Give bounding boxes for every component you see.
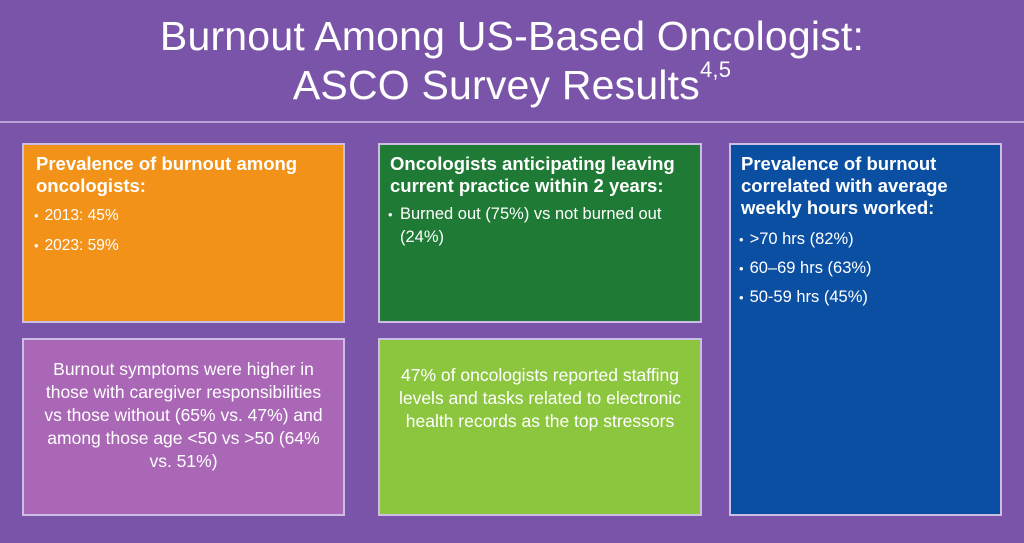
weekly-hours-heading: Prevalence of burnout correlated with av… [741,153,948,218]
list-item: • 60–69 hrs (63%) [739,254,990,283]
weekly-hours-list: • >70 hrs (82%) • 60–69 hrs (63%) • 50-59 h… [731,219,1000,312]
weekly-hours-box: Prevalence of burnout correlated with av… [729,143,1002,516]
leaving-practice-box: Oncologists anticipating leaving current… [378,143,702,323]
title-line-2: ASCO Survey Results [292,62,700,108]
caregiver-box: Burnout symptoms were higher in those wi… [22,338,345,516]
prevalence-box: Prevalence of burnout among oncologists:… [22,143,345,323]
leaving-practice-heading: Oncologists anticipating leaving current… [390,153,675,196]
stressors-box: 47% of oncologists reported staffing lev… [378,338,702,516]
list-item: • >70 hrs (82%) [739,225,990,254]
title-banner: Burnout Among US-Based Oncologist: ASCO S… [0,0,1024,122]
title-divider [0,121,1024,123]
bullet-icon: • [34,238,39,253]
bullet-icon: • [739,290,744,305]
caregiver-text: Burnout symptoms were higher in those wi… [44,359,323,471]
list-item: • 2023: 59% [34,231,331,261]
list-item-text: 2023: 59% [44,237,119,254]
bullet-icon: • [34,208,39,223]
list-item: • 2013: 45% [34,201,331,231]
bullet-icon: • [739,261,744,276]
list-item: • Burned out (75%) vs not burned out (24%… [388,203,690,249]
list-item-text: 60–69 hrs (63%) [749,259,872,277]
list-item-text: 2013: 45% [44,207,119,224]
leaving-practice-list: • Burned out (75%) vs not burned out (24%… [380,197,700,249]
bullet-icon: • [388,207,393,222]
page-title: Burnout Among US-Based Oncologist: ASCO S… [0,0,1024,110]
stressors-text: 47% of oncologists reported staffing lev… [398,365,682,431]
list-item-text: 50-59 hrs (45%) [749,288,868,306]
list-item-text: Burned out (75%) vs not burned out (24%) [400,205,662,246]
list-item: • 50-59 hrs (45%) [739,283,990,312]
list-item-text: >70 hrs (82%) [749,230,854,248]
bullet-icon: • [739,232,744,247]
title-superscript: 4,5 [699,57,732,82]
prevalence-list: • 2013: 45% • 2023: 59% [24,197,343,261]
prevalence-heading: Prevalence of burnout among oncologists: [36,153,298,196]
title-line-1: Burnout Among US-Based Oncologist: [159,13,865,59]
